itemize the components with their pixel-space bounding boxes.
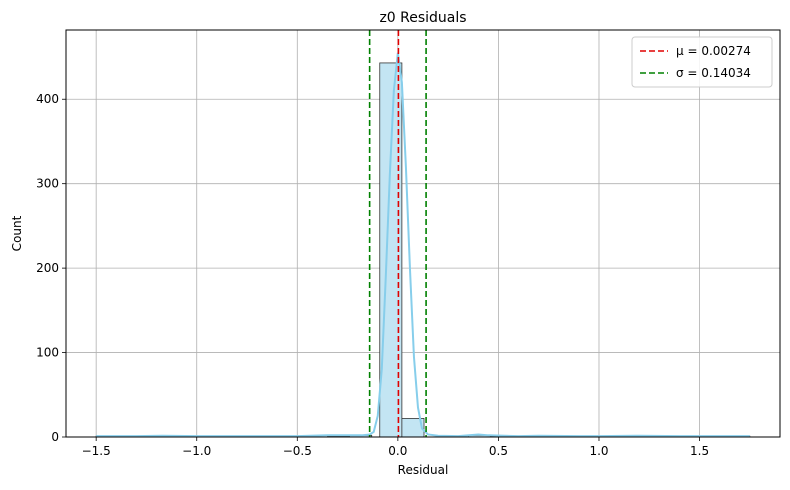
kde-curve — [96, 52, 750, 438]
x-tick-label-5: 1.0 — [589, 444, 608, 458]
x-tick-label-0: −1.5 — [82, 444, 111, 458]
kde-curve-group — [96, 52, 750, 438]
x-axis-ticks: −1.5 −1.0 −0.5 0.0 0.5 1.0 1.5 — [82, 437, 709, 458]
y-tick-label-0: 0 — [51, 430, 59, 444]
y-tick-label-3: 300 — [36, 177, 59, 191]
y-axis-label: Count — [10, 215, 24, 251]
y-tick-label-1: 100 — [36, 346, 59, 360]
y-axis-ticks: 0 100 200 300 400 — [36, 92, 66, 444]
x-tick-label-1: −1.0 — [182, 444, 211, 458]
x-tick-label-2: −0.5 — [283, 444, 312, 458]
reference-lines — [368, 30, 427, 437]
x-tick-label-4: 0.5 — [489, 444, 508, 458]
plot-frame — [65, 29, 781, 438]
legend-label-0: μ = 0.00274 — [676, 44, 751, 58]
chart-title: z0 Residuals — [379, 10, 466, 26]
y-tick-label-4: 400 — [36, 92, 59, 106]
x-tick-label-3: 0.0 — [388, 444, 407, 458]
x-tick-label-6: 1.5 — [690, 444, 709, 458]
legend-label-1: σ = 0.14034 — [676, 66, 751, 80]
x-axis-label: Residual — [398, 463, 449, 477]
legend: μ = 0.00274 σ = 0.14034 — [631, 36, 773, 88]
y-tick-label-2: 200 — [36, 261, 59, 275]
legend-box — [631, 36, 773, 88]
